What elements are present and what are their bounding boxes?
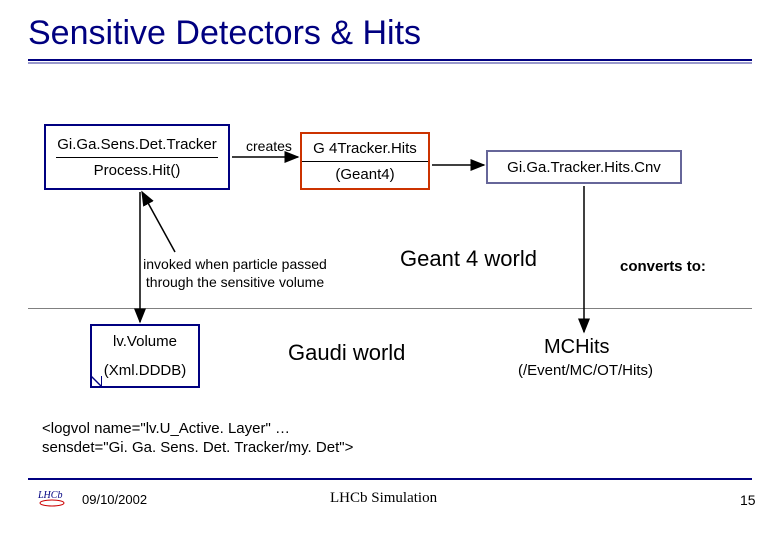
code-snippet-l1: <logvol name="lv.U_Active. Layer" … <box>42 420 290 437</box>
box-xml-bot: (Xml.DDDB) <box>92 360 198 383</box>
label-creates: creates <box>246 138 292 154</box>
label-gaudi-world: Gaudi world <box>288 340 405 366</box>
caption-invoked-l2: through the sensitive volume <box>146 274 324 290</box>
world-divider <box>28 308 752 309</box>
code-snippet-l2: sensdet="Gi. Ga. Sens. Det. Tracker/my. … <box>42 439 353 456</box>
box-left-bot: Process.Hit() <box>46 160 228 183</box>
box-hits-cnv: Gi.Ga.Tracker.Hits.Cnv <box>486 150 682 184</box>
label-mchits: MCHits <box>544 336 610 359</box>
box-left-divider <box>56 157 218 158</box>
title-rule-dark <box>28 59 752 61</box>
box-xml-top: lv.Volume <box>92 329 198 352</box>
footer-date: 09/10/2002 <box>82 492 147 507</box>
caption-invoked-l1: invoked when particle passed <box>143 256 327 272</box>
box-center-bot: (Geant4) <box>302 164 428 187</box>
label-event-path: (/Event/MC/OT/Hits) <box>518 362 653 379</box>
box-center-divider <box>302 161 428 162</box>
caption-invoked: invoked when particle passed through the… <box>120 256 350 291</box>
footer-page-number: 15 <box>740 492 756 508</box>
label-converts-to: converts to: <box>620 258 706 275</box>
svg-text:LHCb: LHCb <box>37 490 62 501</box>
footer-center: LHCb Simulation <box>330 490 437 507</box>
box-center-top: G 4Tracker.Hits <box>302 136 428 159</box>
footer-rule <box>28 478 752 480</box>
box-right-top: Gi.Ga.Tracker.Hits.Cnv <box>488 153 680 182</box>
label-geant4-world: Geant 4 world <box>400 246 537 272</box>
lhcb-logo: LHCb <box>36 488 68 508</box>
box-g4tracker-hits: G 4Tracker.Hits (Geant4) <box>300 132 430 190</box>
box-sensdet-tracker: Gi.Ga.Sens.Det.Tracker Process.Hit() <box>44 124 230 190</box>
note-dogear-fill <box>92 376 101 385</box>
box-left-top: Gi.Ga.Sens.Det.Tracker <box>46 132 228 155</box>
slide-title: Sensitive Detectors & Hits <box>0 0 780 59</box>
code-snippet: <logvol name="lv.U_Active. Layer" … sens… <box>42 420 353 458</box>
title-rule-light <box>28 62 752 64</box>
box-lvvolume: lv.Volume (Xml.DDDB) <box>90 324 200 388</box>
